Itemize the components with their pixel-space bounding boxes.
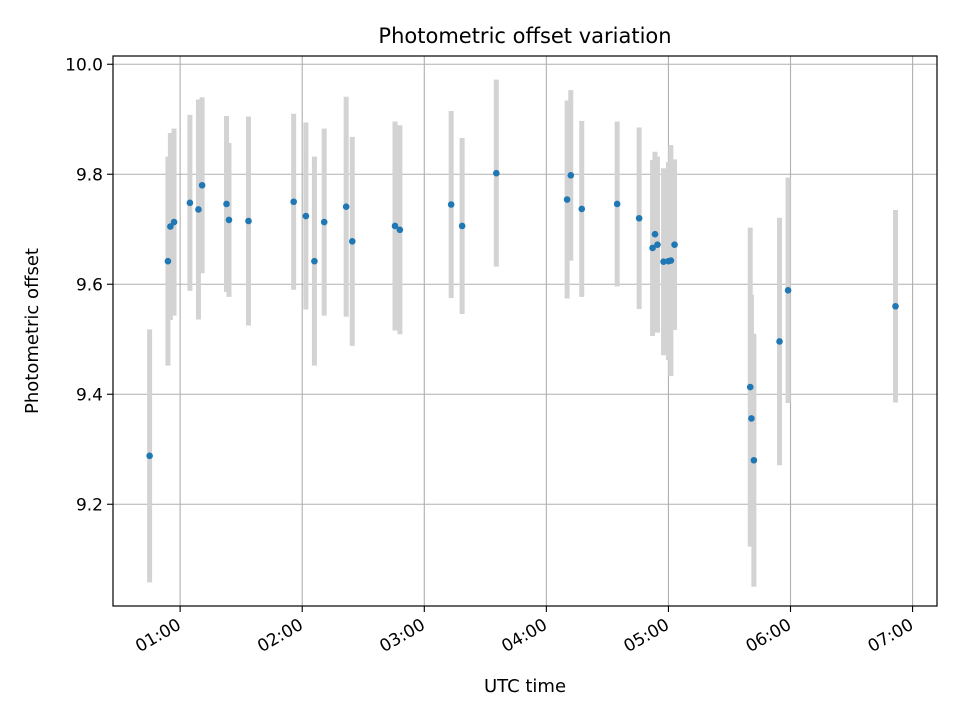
y-axis-label: Photometric offset xyxy=(22,248,43,414)
x-axis-label: UTC time xyxy=(484,676,566,697)
data-point xyxy=(748,415,755,422)
data-points xyxy=(146,169,899,464)
data-point xyxy=(458,222,466,230)
data-point xyxy=(198,181,206,189)
data-point xyxy=(195,206,202,213)
y-tick-label: 10.0 xyxy=(65,55,103,75)
data-point xyxy=(164,257,172,265)
data-point xyxy=(348,238,356,245)
data-point xyxy=(563,196,571,203)
data-point xyxy=(342,203,350,210)
data-point xyxy=(146,452,153,460)
axes-frame xyxy=(112,55,938,607)
data-point xyxy=(186,199,194,207)
chart-title: Photometric offset variation xyxy=(378,24,671,48)
data-point xyxy=(493,169,500,177)
data-point xyxy=(784,287,792,294)
data-point xyxy=(651,230,659,238)
data-point xyxy=(746,383,754,391)
data-point xyxy=(245,217,252,225)
data-point xyxy=(671,241,678,248)
data-point xyxy=(578,205,586,213)
data-point xyxy=(892,302,899,310)
data-point xyxy=(660,258,667,266)
y-axis-ticks: 9.2 9.4 9.6 9.8 10.0 xyxy=(65,55,113,515)
data-point xyxy=(170,218,178,226)
data-point xyxy=(223,200,230,208)
data-point xyxy=(567,172,575,179)
y-tick-label: 9.2 xyxy=(76,495,103,515)
data-point xyxy=(447,201,455,208)
data-point xyxy=(290,198,297,206)
data-point xyxy=(302,212,310,220)
y-tick-label: 9.4 xyxy=(76,385,103,405)
data-point xyxy=(750,456,758,464)
data-point xyxy=(649,244,656,252)
data-point xyxy=(776,338,783,345)
y-tick-label: 9.8 xyxy=(76,165,103,185)
data-point xyxy=(391,222,399,230)
data-point xyxy=(320,218,328,226)
data-point xyxy=(311,257,318,265)
data-point xyxy=(667,257,675,264)
data-point xyxy=(654,241,661,248)
data-point xyxy=(396,226,404,234)
y-tick-label: 9.6 xyxy=(76,275,103,295)
data-point xyxy=(167,223,174,230)
data-point xyxy=(635,214,643,222)
data-point xyxy=(225,216,233,224)
data-point xyxy=(613,200,621,208)
